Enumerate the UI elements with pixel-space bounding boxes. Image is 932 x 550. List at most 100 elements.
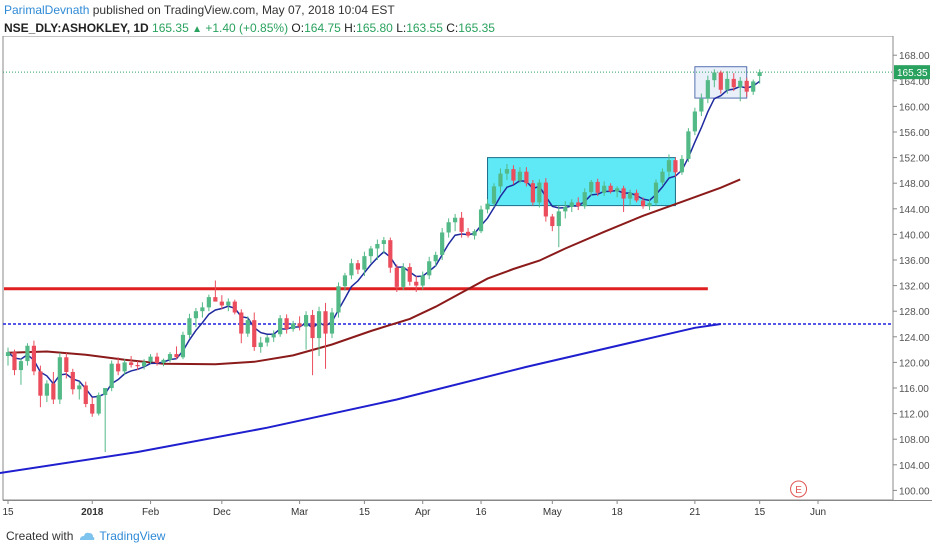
candle-up [103, 388, 108, 396]
y-tick-label: 120.00 [899, 358, 930, 369]
candle-up [25, 345, 30, 362]
candle-up [368, 248, 373, 257]
candle-up [206, 297, 211, 308]
candle-up [362, 256, 367, 270]
candle-up [491, 186, 497, 204]
tradingview-cloud-icon [80, 532, 95, 540]
y-tick-label: 128.00 [899, 307, 930, 318]
candle-up [427, 261, 432, 276]
y-tick-label: 160.00 [899, 102, 930, 113]
x-tick-label: 15 [2, 507, 14, 518]
candle-up [705, 80, 710, 99]
candle-up [109, 363, 114, 388]
candle-down [64, 357, 69, 372]
candle-up [712, 72, 717, 81]
candle-down [543, 182, 548, 217]
candle-down [219, 301, 224, 306]
x-tick-label: 15 [359, 507, 371, 518]
candle-up [5, 352, 11, 356]
candle-up [589, 181, 594, 193]
high-label: H: [344, 21, 357, 35]
candle-up [738, 80, 743, 88]
candle-up [420, 275, 425, 286]
candle-up [265, 337, 270, 343]
candle-up [653, 182, 659, 204]
last-price-badge [894, 65, 930, 80]
candle-down [718, 72, 723, 90]
candle-down [252, 320, 257, 348]
candle-up [517, 171, 523, 181]
candle-up [180, 334, 186, 358]
candle-up [96, 395, 101, 414]
candle-up [679, 158, 685, 173]
candle-up [472, 231, 477, 236]
candle-down [459, 217, 464, 232]
candle-up [258, 342, 263, 348]
candle-down [388, 240, 393, 268]
candle-down [465, 231, 471, 236]
candle-up [349, 263, 354, 276]
low-label: L: [396, 21, 407, 35]
candle-up [692, 111, 697, 132]
open-label: O: [291, 21, 305, 35]
candle-up [329, 312, 335, 334]
candle-up [200, 307, 205, 312]
candle-down [511, 169, 516, 181]
candle-up [291, 323, 296, 330]
candle-up [18, 361, 24, 371]
candle-up [446, 222, 451, 233]
candle-up [44, 383, 49, 396]
candle-up [751, 81, 756, 92]
candle-down [608, 185, 613, 192]
publish-info: ParimalDevnath published on TradingView.… [4, 2, 924, 18]
close-value: 165.35 [458, 21, 495, 35]
candle-down [394, 267, 399, 287]
candle-up [57, 357, 62, 400]
candle-up [440, 232, 445, 255]
candle-down [323, 311, 328, 334]
candle-up [485, 203, 490, 210]
footer: Created with TradingView [6, 526, 165, 546]
y-tick-label: 164.00 [899, 77, 930, 88]
author-link[interactable]: ParimalDevnath [4, 3, 90, 17]
y-tick-label: 144.00 [899, 205, 930, 216]
created-with-text: Created with [6, 529, 74, 543]
x-tick-label: 21 [689, 507, 701, 518]
candle-up [699, 98, 704, 112]
candle-up [602, 185, 607, 193]
candle-up [342, 275, 348, 287]
candle-down [213, 297, 218, 302]
candle-down [38, 371, 43, 396]
x-tick-label: Dec [213, 507, 231, 518]
x-tick-label: 16 [475, 507, 487, 518]
candle-down [51, 383, 56, 400]
candle-up [375, 244, 380, 249]
candle-up [556, 211, 561, 227]
candle-up [161, 359, 166, 364]
change-value: +1.40 (+0.85%) [205, 21, 289, 35]
candle-up [122, 362, 127, 372]
plot-frame [2, 36, 894, 501]
candle-up [725, 78, 730, 90]
y-tick-label: 136.00 [899, 256, 930, 267]
last-price-badge-label: 165.35 [897, 68, 928, 79]
candle-down [530, 183, 535, 203]
candle-up [647, 203, 652, 207]
y-tick-label: 100.00 [899, 486, 930, 497]
candle-up [187, 318, 192, 335]
y-tick-label: 152.00 [899, 154, 930, 165]
close-label: C: [446, 21, 459, 35]
ema-mid-line [7, 178, 741, 366]
open-value: 164.75 [304, 21, 341, 35]
y-tick-label: 132.00 [899, 282, 930, 293]
x-tick-label: Jun [810, 507, 826, 518]
candle-up [563, 206, 568, 212]
candle-down [640, 200, 646, 207]
candle-down [239, 312, 244, 334]
publish-text: published on TradingView.com, May 07, 20… [92, 3, 395, 17]
price-chart[interactable]: 168.00 164.00 160.00 156.00 152.00 148.00 144.… [0, 36, 932, 522]
candle-down [673, 160, 678, 173]
candle-down [232, 301, 237, 313]
tradingview-logo[interactable]: TradingView [79, 526, 165, 546]
candle-up [278, 318, 283, 335]
